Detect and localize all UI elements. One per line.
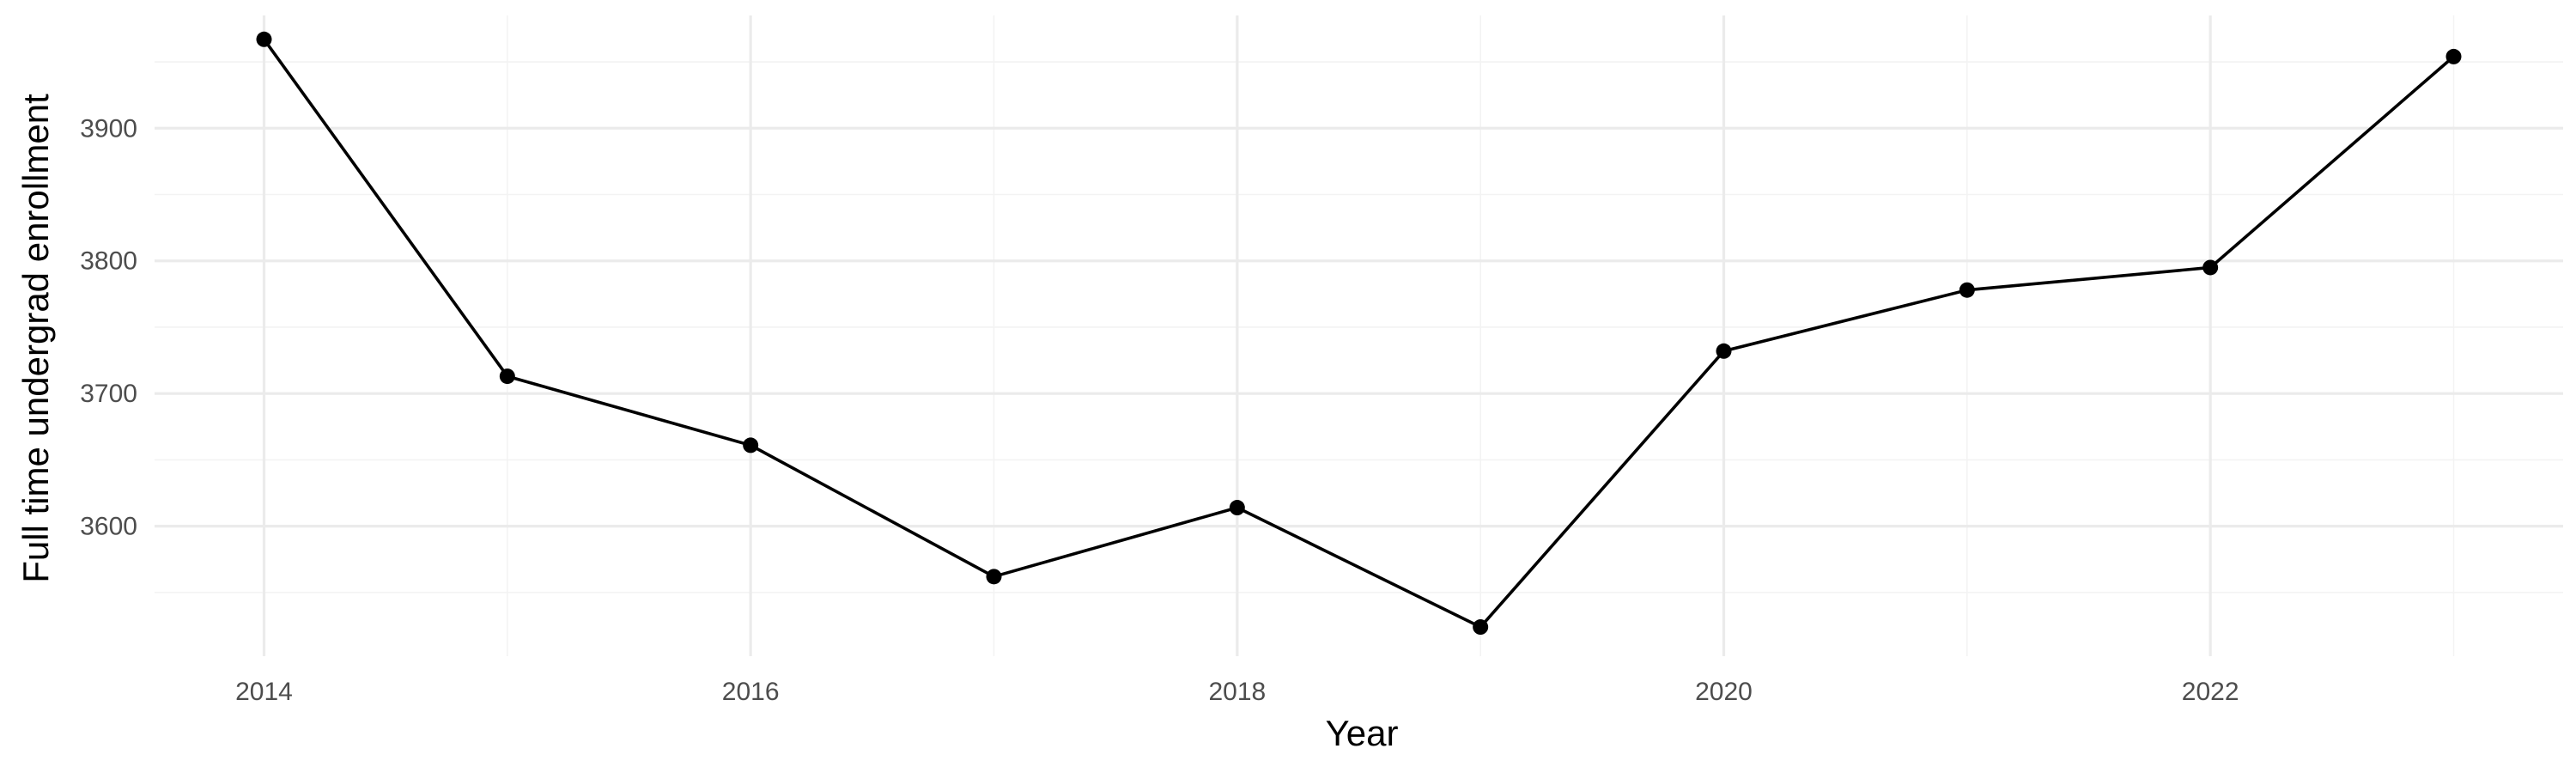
y-axis-title: Full time undergrad enrollment [15, 94, 56, 583]
data-point-2018 [1229, 500, 1245, 516]
data-point-2019 [1473, 619, 1489, 636]
enrollment-line [262, 38, 2456, 629]
data-point-2022 [2202, 259, 2219, 276]
points-layer [256, 31, 2462, 636]
y-tick-label: 3700 [80, 380, 137, 408]
x-tick-label: 2022 [2182, 678, 2239, 706]
y-tick-label: 3600 [80, 513, 137, 541]
x-tick-label: 2014 [235, 678, 293, 706]
x-tick-label: 2016 [722, 678, 780, 706]
data-point-2020 [1716, 343, 1732, 359]
data-point-2021 [1959, 282, 1975, 298]
minor-gridlines [155, 15, 2563, 656]
data-point-2016 [743, 437, 759, 453]
y-tick-label: 3900 [80, 114, 137, 143]
y-tick-label: 3800 [80, 247, 137, 276]
x-axis-tick-labels: 2014 2016 2018 2020 2022 [235, 678, 2239, 706]
major-gridlines [155, 15, 2563, 656]
data-point-2015 [499, 368, 515, 385]
data-point-2017 [986, 569, 1002, 585]
x-tick-label: 2018 [1208, 678, 1266, 706]
data-point-2023 [2445, 48, 2462, 64]
y-axis-tick-labels: 3600 3700 3800 3900 [80, 114, 137, 540]
data-point-2014 [256, 31, 272, 47]
x-tick-label: 2020 [1695, 678, 1753, 706]
series-layer [262, 38, 2456, 629]
x-axis-title: Year [1326, 713, 1399, 753]
